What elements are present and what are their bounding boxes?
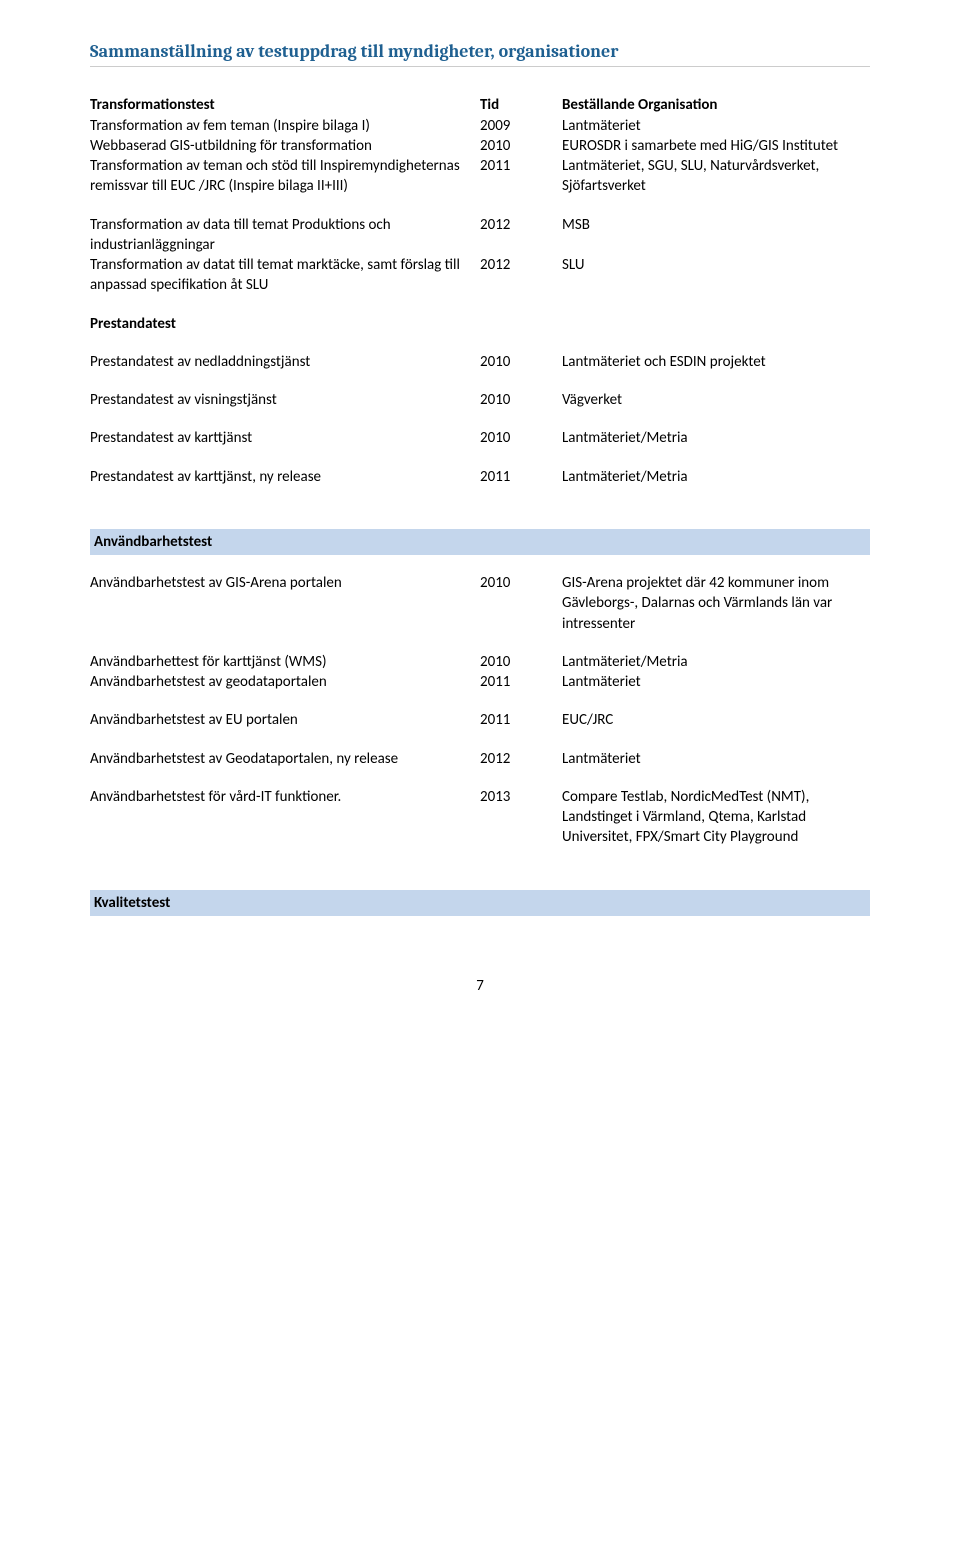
cell-year: 2012 <box>480 215 558 256</box>
table-row: Prestandatest av nedladdningstjänst 2010… <box>90 352 870 372</box>
cell-org: EUC/JRC <box>558 710 870 730</box>
cell-org: Lantmäteriet, SGU, SLU, Naturvårdsverket… <box>558 156 870 197</box>
cell-org: Vägverket <box>558 390 870 410</box>
section-title: Kvalitetstest <box>90 890 870 916</box>
table-row: Transformation av datat till temat markt… <box>90 255 870 296</box>
cell-desc: Transformation av teman och stöd till In… <box>90 156 480 197</box>
page-heading: Sammanställning av testuppdrag till mynd… <box>90 40 870 67</box>
cell-org: SLU <box>558 255 870 296</box>
cell-desc: Användbarhetstest för vård-IT funktioner… <box>90 787 480 848</box>
table-row: Transformation av fem teman (Inspire bil… <box>90 116 870 136</box>
cell-desc: Transformation av data till temat Produk… <box>90 215 480 256</box>
cell-org: Lantmäteriet <box>558 116 870 136</box>
table-row: Prestandatest av karttjänst, ny release … <box>90 467 870 487</box>
cell-year: 2010 <box>480 136 558 156</box>
header-org: Beställande Organisation <box>558 95 870 115</box>
cell-desc: Prestandatest av karttjänst <box>90 428 480 448</box>
cell-desc: Användbarhetstest av GIS-Arena portalen <box>90 573 480 634</box>
cell-year: 2013 <box>480 787 558 848</box>
cell-desc: Användbarhetstest av EU portalen <box>90 710 480 730</box>
cell-year: 2010 <box>480 352 558 372</box>
cell-year: 2011 <box>480 467 558 487</box>
section-header-kvalitet: Kvalitetstest <box>90 890 870 916</box>
section-title: Prestandatest <box>90 314 480 334</box>
table-row: Prestandatest av karttjänst 2010 Lantmät… <box>90 428 870 448</box>
test-assignments-table: Transformationstest Tid Beställande Orga… <box>90 95 870 916</box>
section-header-prestandatest: Prestandatest <box>90 314 870 334</box>
table-row: Transformation av teman och stöd till In… <box>90 156 870 197</box>
header-desc: Transformationstest <box>90 95 480 115</box>
cell-year: 2011 <box>480 710 558 730</box>
cell-desc: Prestandatest av visningstjänst <box>90 390 480 410</box>
cell-org: GIS-Arena projektet där 42 kommuner inom… <box>558 573 870 634</box>
table-row: Transformation av data till temat Produk… <box>90 215 870 256</box>
table-row: Användbarhettest för karttjänst (WMS) 20… <box>90 652 870 672</box>
cell-desc: Användbarhetstest av Geodataportalen, ny… <box>90 749 480 769</box>
table-row: Användbarhetstest av Geodataportalen, ny… <box>90 749 870 769</box>
table-row: Användbarhetstest av GIS-Arena portalen … <box>90 573 870 634</box>
cell-org: Lantmäteriet/Metria <box>558 467 870 487</box>
cell-org: Lantmäteriet/Metria <box>558 428 870 448</box>
section-header-anvandbarhet: Användbarhetstest <box>90 529 870 555</box>
table-row: Användbarhetstest för vård-IT funktioner… <box>90 787 870 848</box>
cell-desc: Prestandatest av nedladdningstjänst <box>90 352 480 372</box>
cell-desc: Prestandatest av karttjänst, ny release <box>90 467 480 487</box>
table-row: Webbaserad GIS-utbildning för transforma… <box>90 136 870 156</box>
cell-org: Lantmäteriet och ESDIN projektet <box>558 352 870 372</box>
section-title: Användbarhetstest <box>90 529 870 555</box>
table-row: Användbarhetstest av EU portalen 2011 EU… <box>90 710 870 730</box>
table-row: Användbarhetstest av geodataportalen 201… <box>90 672 870 692</box>
cell-org: MSB <box>558 215 870 256</box>
cell-desc: Webbaserad GIS-utbildning för transforma… <box>90 136 480 156</box>
cell-org: Lantmäteriet/Metria <box>558 652 870 672</box>
cell-org: Lantmäteriet <box>558 749 870 769</box>
cell-desc: Transformation av fem teman (Inspire bil… <box>90 116 480 136</box>
table-header-row: Transformationstest Tid Beställande Orga… <box>90 95 870 115</box>
cell-year: 2010 <box>480 428 558 448</box>
cell-desc: Användbarhettest för karttjänst (WMS) <box>90 652 480 672</box>
cell-year: 2010 <box>480 652 558 672</box>
cell-org: EUROSDR i samarbete med HiG/GIS Institut… <box>558 136 870 156</box>
cell-year: 2011 <box>480 672 558 692</box>
cell-year: 2012 <box>480 749 558 769</box>
cell-desc: Användbarhetstest av geodataportalen <box>90 672 480 692</box>
cell-org: Compare Testlab, NordicMedTest (NMT), La… <box>558 787 870 848</box>
cell-desc: Transformation av datat till temat markt… <box>90 255 480 296</box>
cell-year: 2011 <box>480 156 558 197</box>
table-row: Prestandatest av visningstjänst 2010 Väg… <box>90 390 870 410</box>
header-year: Tid <box>480 95 558 115</box>
cell-year: 2012 <box>480 255 558 296</box>
cell-year: 2009 <box>480 116 558 136</box>
cell-year: 2010 <box>480 573 558 634</box>
cell-org: Lantmäteriet <box>558 672 870 692</box>
page-number: 7 <box>90 976 870 996</box>
cell-year: 2010 <box>480 390 558 410</box>
